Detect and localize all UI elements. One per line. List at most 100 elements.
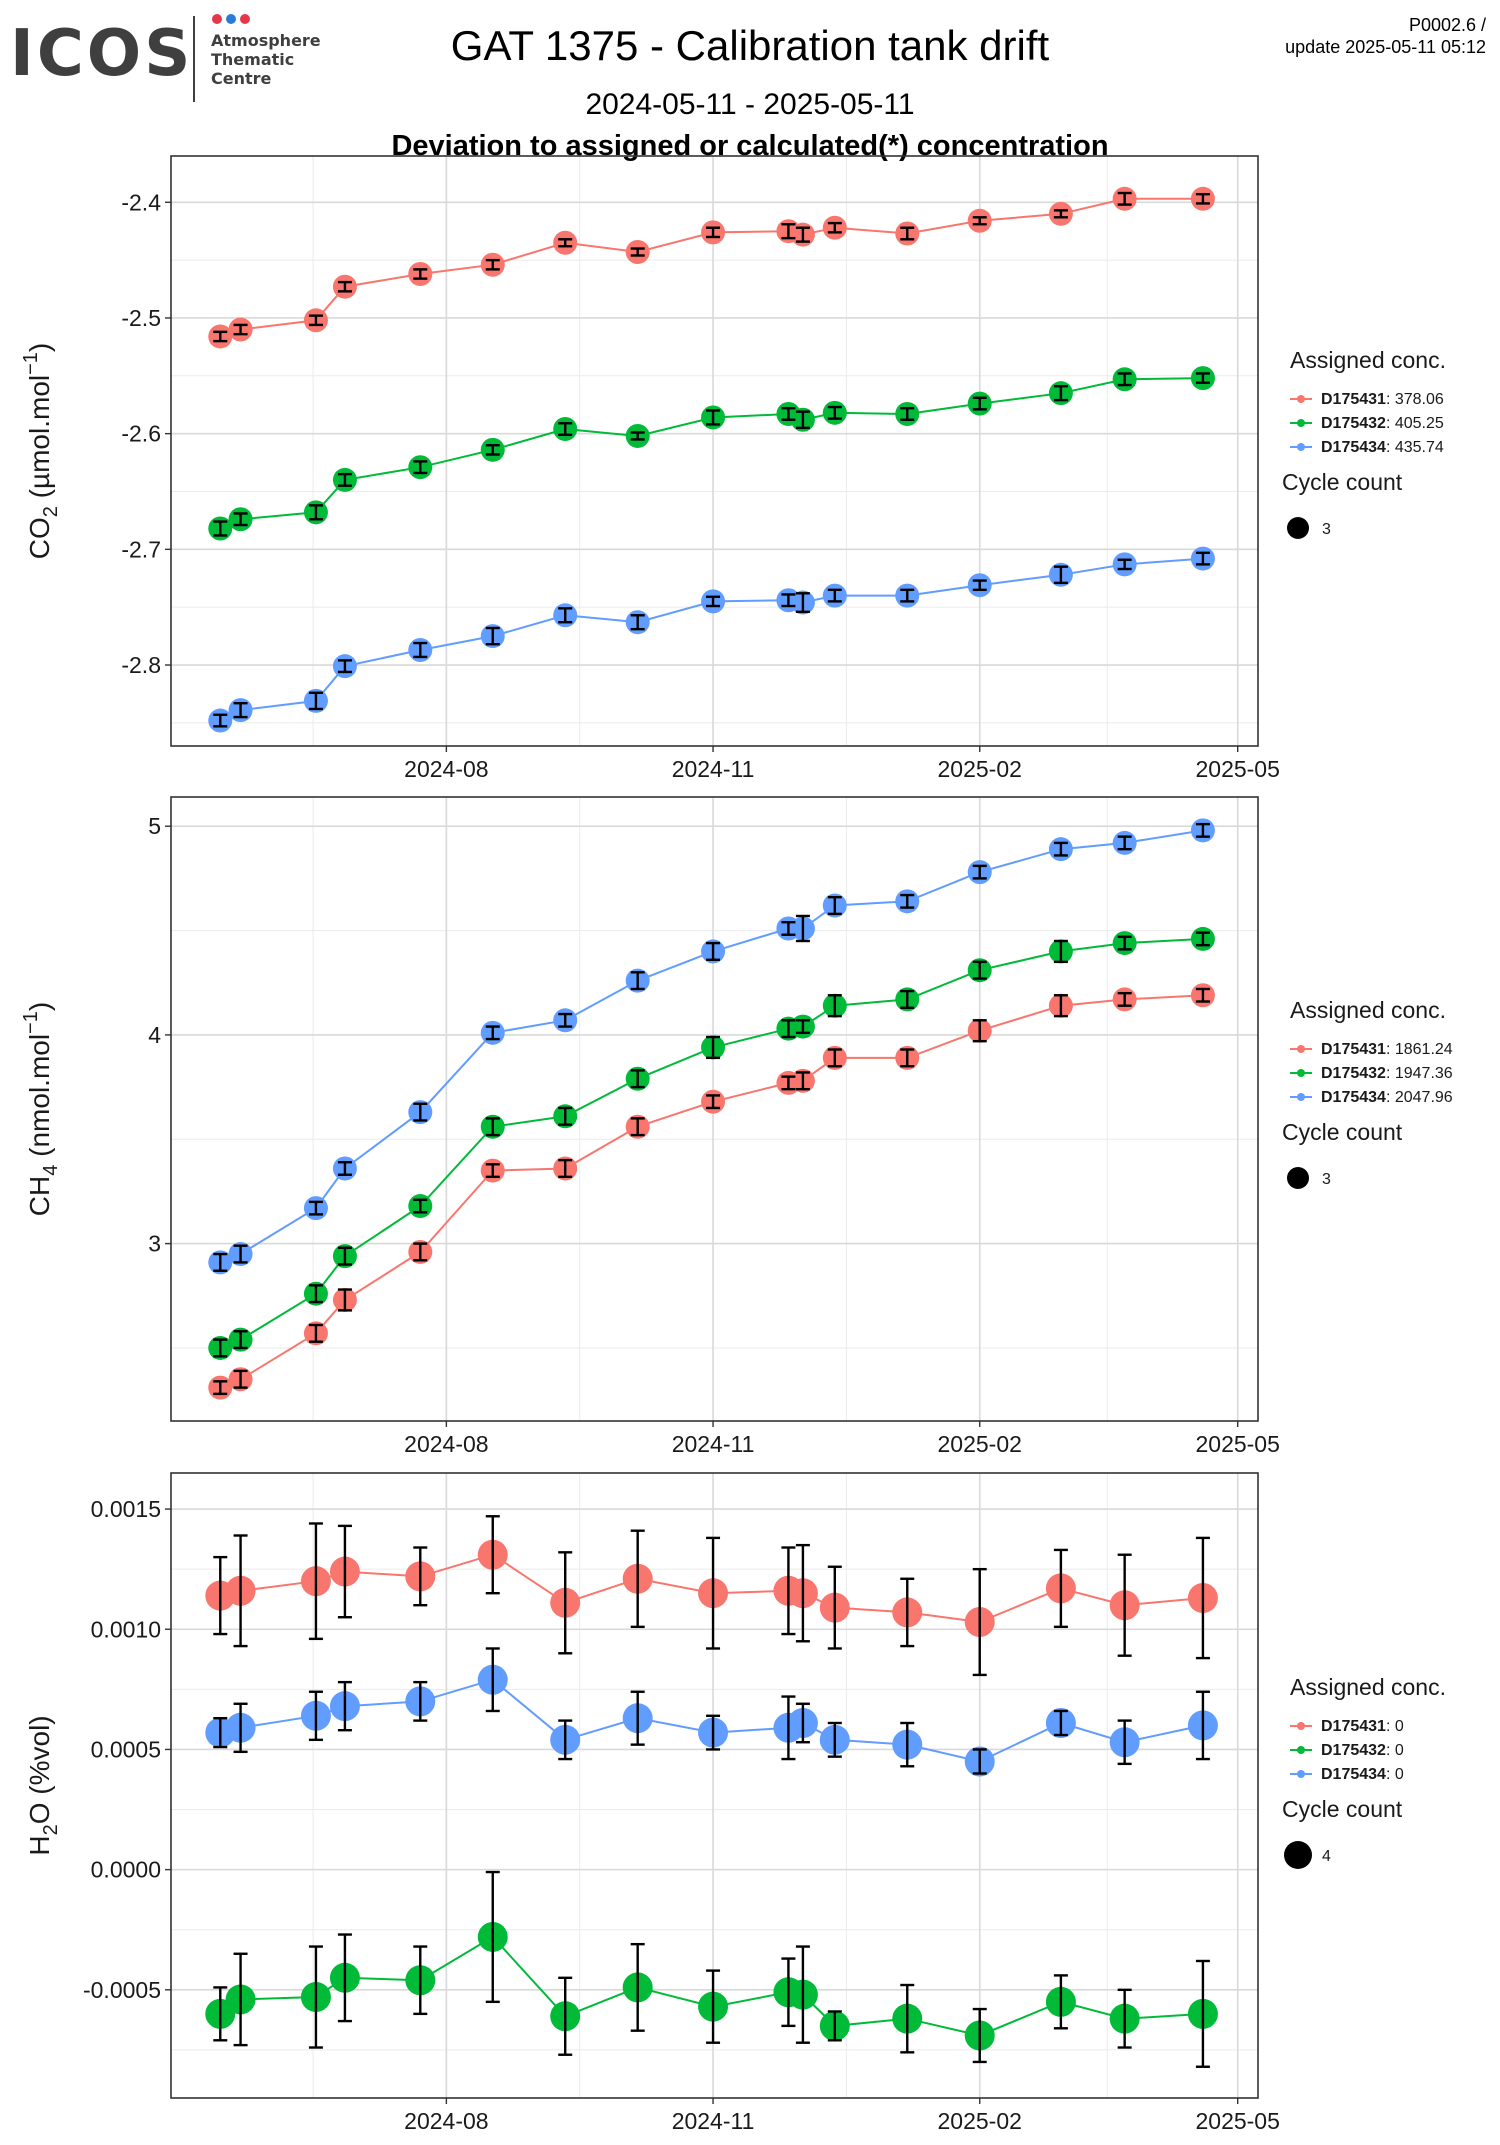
legend-entry: D175431: 378.06 bbox=[1321, 391, 1444, 408]
y-tick-label: -2.4 bbox=[121, 189, 161, 215]
legend-key-dot bbox=[1297, 1722, 1305, 1730]
panel-border bbox=[170, 155, 1259, 747]
legend-key-dot bbox=[1297, 443, 1305, 451]
y-tick-label: -0.0005 bbox=[83, 1977, 161, 2003]
legend-cycle-label: 4 bbox=[1322, 1848, 1331, 1865]
y-axis-label-part: (nmol.mol bbox=[24, 1034, 55, 1165]
y-tick-label: 0.0000 bbox=[91, 1857, 161, 1883]
y-axis-label-part: 2 bbox=[40, 506, 62, 517]
legend-key-dot bbox=[1297, 1045, 1305, 1053]
y-axis-label: H2O (%vol) bbox=[24, 1715, 62, 1855]
y-tick-label: 0.0005 bbox=[91, 1736, 161, 1762]
legend-entry-name: D175434 bbox=[1321, 1089, 1386, 1106]
legend-entry: D175432: 0 bbox=[1321, 1742, 1404, 1759]
y-tick-label: 5 bbox=[148, 813, 161, 839]
legend-entry-name: D175434 bbox=[1321, 1766, 1386, 1783]
logo-dot bbox=[212, 14, 222, 24]
legend-entry-value: : 0 bbox=[1386, 1742, 1404, 1759]
x-tick-label: 2025-02 bbox=[938, 756, 1022, 782]
legend-title: Assigned conc. bbox=[1290, 347, 1446, 373]
date-range: 2024-05-11 - 2025-05-11 bbox=[585, 88, 915, 121]
legend-entry-value: : 405.25 bbox=[1386, 415, 1444, 432]
panel-border bbox=[170, 796, 1259, 1422]
chart-panel-h2o: -0.0005 0.0000 0.0005 0.0010 0.0015 2024-08 20… bbox=[24, 1472, 1446, 2134]
legend-entry: D175434: 0 bbox=[1321, 1766, 1404, 1783]
legend-entry: D175431: 0 bbox=[1321, 1718, 1404, 1735]
y-tick-label: -2.7 bbox=[121, 536, 161, 562]
y-axis-label-part: CH bbox=[24, 1176, 55, 1216]
y-axis-label-part: ) bbox=[24, 1002, 55, 1011]
y-tick-label: 3 bbox=[148, 1231, 161, 1257]
legend-cycle-title: Cycle count bbox=[1282, 469, 1403, 495]
y-axis-label-part: ) bbox=[24, 343, 55, 352]
page-title: GAT 1375 - Calibration tank drift bbox=[450, 22, 1050, 69]
legend-title: Assigned conc. bbox=[1290, 997, 1446, 1023]
x-tick-label: 2024-11 bbox=[672, 756, 755, 782]
y-axis-label-part: O (%vol) bbox=[24, 1715, 55, 1824]
legend-entry-value: : 2047.96 bbox=[1386, 1089, 1453, 1106]
legend-entry-name: D175432 bbox=[1321, 415, 1386, 432]
x-tick-label: 2025-05 bbox=[1195, 1431, 1279, 1457]
logo-divider bbox=[193, 16, 195, 102]
legend-entry-name: D175434 bbox=[1321, 439, 1386, 456]
x-tick-label: 2025-02 bbox=[938, 1431, 1022, 1457]
legend-entry-value: : 1947.36 bbox=[1386, 1065, 1453, 1082]
legend-entry: D175431: 1861.24 bbox=[1321, 1041, 1453, 1058]
legend-cycle-dot bbox=[1284, 1841, 1312, 1869]
y-tick-label: -2.5 bbox=[121, 305, 161, 331]
x-tick-label: 2025-05 bbox=[1195, 2108, 1279, 2134]
y-axis-label-part: H bbox=[24, 1835, 55, 1855]
legend-entry: D175434: 2047.96 bbox=[1321, 1089, 1453, 1106]
logo-dot bbox=[240, 14, 250, 24]
legend-cycle-label: 3 bbox=[1322, 521, 1331, 538]
y-tick-label: -2.6 bbox=[121, 421, 161, 447]
y-tick-label: 0.0015 bbox=[91, 1496, 161, 1522]
legend-entry-value: : 0 bbox=[1386, 1718, 1404, 1735]
y-tick-label: -2.8 bbox=[121, 652, 161, 678]
legend-cycle-dot bbox=[1287, 517, 1309, 539]
legend-entry-value: : 1861.24 bbox=[1386, 1041, 1453, 1058]
x-tick-label: 2025-05 bbox=[1195, 756, 1279, 782]
legend-entry-value: : 0 bbox=[1386, 1766, 1404, 1783]
legend-key-dot bbox=[1297, 1093, 1305, 1101]
legend-entry: D175434: 435.74 bbox=[1321, 439, 1444, 456]
legend-entry: D175432: 405.25 bbox=[1321, 415, 1444, 432]
y-tick-label: 0.0010 bbox=[91, 1616, 161, 1642]
chart-panel-ch4: 3 4 5 2024-08 2024-11 2025-02 2025-05 CH4 (nmol… bbox=[20, 796, 1453, 1457]
logo-dot bbox=[226, 14, 236, 24]
legend-cycle-dot bbox=[1287, 1167, 1309, 1189]
x-tick-label: 2024-08 bbox=[404, 2108, 488, 2134]
legend-key-dot bbox=[1297, 419, 1305, 427]
y-axis-label-part: CO bbox=[24, 517, 55, 559]
x-tick-label: 2025-02 bbox=[938, 2108, 1022, 2134]
legend-cycle-title: Cycle count bbox=[1282, 1119, 1403, 1145]
y-axis-label: CH4 (nmol.mol−1) bbox=[20, 1002, 62, 1216]
version-line: P0002.6 / bbox=[1408, 15, 1486, 35]
update-line: update 2025-05-11 05:12 bbox=[1285, 37, 1486, 57]
logo-subtitle-line: Centre bbox=[211, 69, 272, 88]
logo-dots-icon bbox=[212, 14, 272, 26]
x-tick-label: 2024-11 bbox=[672, 1431, 755, 1457]
legend-cycle-title: Cycle count bbox=[1282, 1796, 1403, 1822]
legend-entry-name: D175431 bbox=[1321, 1718, 1386, 1735]
legend-entry: D175432: 1947.36 bbox=[1321, 1065, 1453, 1082]
x-tick-label: 2024-11 bbox=[672, 2108, 755, 2134]
legend-cycle-label: 3 bbox=[1322, 1171, 1331, 1188]
legend-entry-name: D175432 bbox=[1321, 1065, 1386, 1082]
y-axis-label-part: −1 bbox=[20, 352, 42, 375]
y-axis-label-part: −1 bbox=[20, 1011, 42, 1034]
legend-entry-name: D175431 bbox=[1321, 391, 1386, 408]
x-tick-label: 2024-08 bbox=[404, 1431, 488, 1457]
legend-key-dot bbox=[1297, 395, 1305, 403]
icos-logo: ICOS bbox=[10, 17, 194, 91]
chart-panel-co2: -2.8 -2.7 -2.6 -2.5 -2.4 2024-08 2024-11 2025-0… bbox=[20, 155, 1446, 782]
legend-entry-name: D175432 bbox=[1321, 1742, 1386, 1759]
y-axis-label-part: 4 bbox=[40, 1165, 62, 1176]
legend-title: Assigned conc. bbox=[1290, 1674, 1446, 1700]
x-tick-label: 2024-08 bbox=[404, 756, 488, 782]
logo-subtitle-line: Atmosphere bbox=[211, 31, 321, 50]
legend-entry-name: D175431 bbox=[1321, 1041, 1386, 1058]
logo-subtitle-line: Thematic bbox=[211, 50, 295, 69]
logo-subtitle: Atmosphere Thematic Centre bbox=[211, 31, 321, 88]
